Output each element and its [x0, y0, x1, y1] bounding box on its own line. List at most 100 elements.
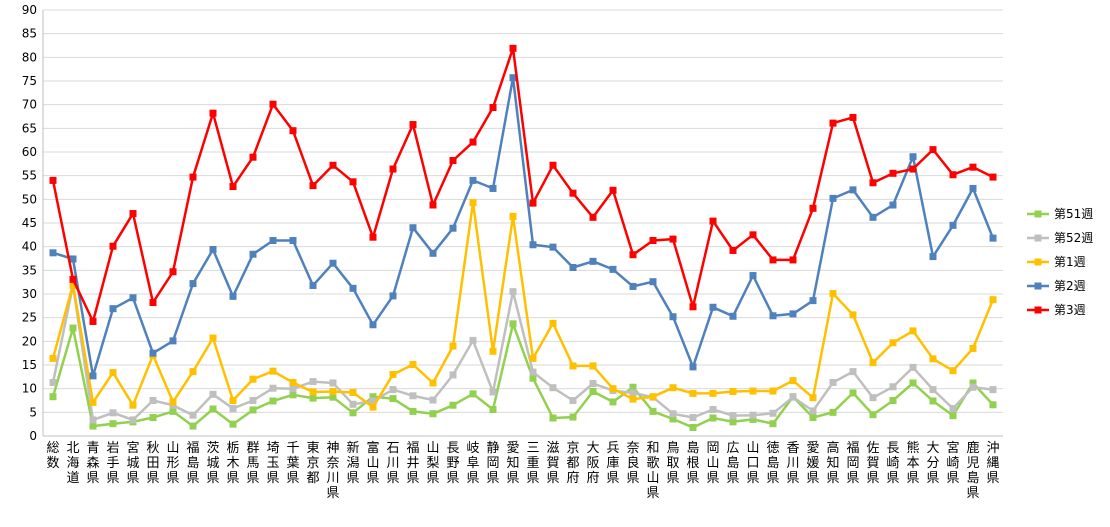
x-tick-label: 北海道 [66, 441, 79, 486]
data-point [709, 405, 717, 413]
data-point [109, 369, 117, 377]
x-tick-label: 総数 [46, 441, 59, 471]
data-point [109, 409, 117, 417]
data-point [349, 178, 357, 186]
data-point [829, 408, 837, 416]
data-point [209, 405, 217, 413]
data-point [329, 388, 337, 396]
data-point [389, 395, 397, 403]
data-point [169, 337, 177, 345]
x-tick-label: 秋田県 [146, 441, 159, 486]
data-point [709, 389, 717, 397]
data-point [649, 278, 657, 286]
data-point [749, 387, 757, 395]
data-point [509, 74, 517, 82]
data-point [409, 392, 417, 400]
data-point [589, 257, 597, 265]
data-point [269, 397, 277, 405]
series-4 [49, 74, 997, 380]
data-point [949, 412, 957, 420]
data-point [549, 319, 557, 327]
data-point [89, 317, 97, 325]
data-point [789, 310, 797, 318]
legend-swatch-marker [1034, 258, 1042, 266]
x-tick-label: 長崎県 [886, 441, 899, 486]
series-3 [49, 199, 997, 411]
data-point [229, 397, 237, 404]
data-point [149, 299, 157, 307]
y-tick-label: 45 [22, 216, 37, 230]
data-point [729, 388, 737, 396]
x-tick-label: 山梨県 [426, 441, 439, 486]
data-point [449, 342, 457, 350]
x-tick-label: 栃木県 [226, 441, 239, 486]
data-point [429, 201, 437, 209]
data-point [909, 165, 917, 173]
data-point [829, 290, 837, 298]
legend-label: 第1週 [1054, 255, 1086, 269]
data-point [669, 410, 677, 418]
data-point [129, 416, 137, 424]
data-point [589, 213, 597, 221]
y-tick-label: 40 [22, 240, 37, 254]
legend-item: 第52週 [1027, 231, 1093, 245]
data-point [469, 336, 477, 344]
data-point [329, 259, 337, 267]
data-point [749, 411, 757, 419]
data-point [249, 397, 257, 404]
data-point [269, 237, 277, 245]
data-point [329, 393, 337, 401]
data-point [889, 339, 897, 347]
data-point [449, 157, 457, 165]
data-point [649, 393, 657, 401]
data-point [509, 288, 517, 296]
data-point [709, 303, 717, 311]
data-point [109, 420, 117, 428]
data-point [289, 391, 297, 399]
data-point [589, 379, 597, 387]
x-tick-label: 鳥取県 [666, 441, 679, 486]
data-point [229, 420, 237, 428]
data-point [469, 390, 477, 398]
x-tick-label: 鹿児島県 [966, 440, 979, 501]
x-tick-label: 長野県 [446, 441, 459, 486]
data-point [869, 359, 877, 367]
data-point [769, 387, 777, 395]
data-point [349, 400, 357, 408]
x-tick-label: 福井県 [406, 441, 419, 486]
data-point [909, 153, 917, 161]
data-point [829, 194, 837, 202]
data-point [449, 371, 457, 379]
data-point [89, 398, 97, 406]
data-point [629, 282, 637, 290]
data-point [629, 389, 637, 397]
data-point [309, 182, 317, 190]
data-point [249, 375, 257, 383]
data-point [809, 414, 817, 422]
data-point [189, 422, 197, 430]
x-tick-label: 島根県 [686, 441, 699, 486]
x-tick-label: 高知県 [826, 440, 839, 486]
data-point [289, 379, 297, 387]
y-tick-label: 80 [22, 50, 37, 64]
data-point [149, 349, 157, 357]
data-point [549, 414, 557, 422]
x-tick-label: 徳島県 [766, 441, 779, 486]
data-point [889, 383, 897, 391]
data-point [469, 138, 477, 146]
data-point [329, 379, 337, 387]
data-point [669, 313, 677, 321]
y-tick-label: 50 [22, 192, 37, 206]
data-point [989, 401, 997, 409]
data-point [389, 370, 397, 378]
y-tick-label: 15 [22, 358, 37, 372]
data-point [649, 237, 657, 245]
data-point [349, 284, 357, 292]
data-point [949, 171, 957, 179]
x-tick-label: 香川県 [786, 441, 799, 486]
data-point [789, 393, 797, 401]
data-point [889, 397, 897, 404]
data-point [509, 212, 517, 220]
x-tick-label: 福岡県 [846, 441, 859, 486]
